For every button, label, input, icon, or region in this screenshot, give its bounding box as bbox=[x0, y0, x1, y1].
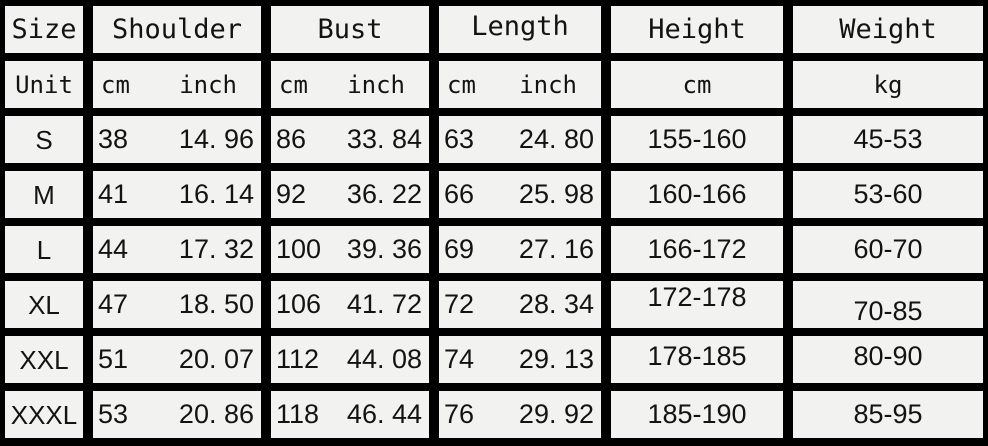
height-range: 178-185 bbox=[611, 336, 783, 383]
shoulder-values: 41 16. 14 bbox=[93, 171, 261, 218]
shoulder-cm-value: 44 bbox=[98, 234, 129, 264]
shoulder-inch-value: 17. 32 bbox=[178, 234, 254, 264]
bust-inch-value: 41. 72 bbox=[346, 289, 422, 319]
weight-range: 45-53 bbox=[793, 116, 983, 163]
size-label: M bbox=[5, 171, 83, 218]
shoulder-inch-value: 14. 96 bbox=[178, 124, 254, 154]
bust-values: 112 44. 08 bbox=[271, 336, 429, 383]
size-label: XL bbox=[5, 281, 83, 328]
shoulder-cm-value: 53 bbox=[98, 399, 129, 429]
shoulder-values: 38 14. 96 bbox=[93, 116, 261, 163]
table-row-xl: XL 47 18. 50 106 41. 72 72 28. 34 172-17… bbox=[5, 281, 983, 328]
bust-values: 92 36. 22 bbox=[271, 171, 429, 218]
bust-cm-value: 112 bbox=[276, 344, 320, 374]
header-size: Size bbox=[5, 6, 83, 53]
bust-cm-value: 100 bbox=[276, 234, 322, 264]
shoulder-inch-value: 20. 86 bbox=[178, 399, 254, 429]
height-range: 155-160 bbox=[611, 116, 783, 163]
shoulder-cm-value: 38 bbox=[98, 124, 129, 154]
length-values: 63 24. 80 bbox=[439, 116, 601, 163]
bust-inch-value: 33. 84 bbox=[346, 124, 422, 154]
table-row-l: L 44 17. 32 100 39. 36 69 27. 16 166-172… bbox=[5, 226, 983, 273]
bust-cm-value: 86 bbox=[276, 124, 307, 154]
height-range: 185-190 bbox=[611, 391, 783, 438]
shoulder-cm-value: 47 bbox=[98, 289, 129, 319]
length-cm-value: 69 bbox=[444, 234, 475, 264]
length-inch-value: 25. 98 bbox=[518, 179, 594, 209]
table-row-s: S 38 14. 96 86 33. 84 63 24. 80 155-160 … bbox=[5, 116, 983, 163]
unit-row: Unit cm inch cm inch cm inch cm kg bbox=[5, 61, 983, 108]
unit-bust-inch: inch bbox=[347, 70, 405, 99]
length-inch-value: 29. 13 bbox=[518, 344, 594, 374]
height-range: 172-178 bbox=[611, 281, 783, 328]
bust-values: 86 33. 84 bbox=[271, 116, 429, 163]
size-label: S bbox=[5, 116, 83, 163]
length-cm-value: 74 bbox=[444, 344, 475, 374]
bust-inch-value: 36. 22 bbox=[346, 179, 422, 209]
shoulder-values: 47 18. 50 bbox=[93, 281, 261, 328]
unit-height: cm bbox=[611, 61, 783, 108]
length-cm-value: 72 bbox=[444, 289, 475, 319]
length-cm-value: 63 bbox=[444, 124, 475, 154]
length-values: 74 29. 13 bbox=[439, 336, 601, 383]
bust-values: 100 39. 36 bbox=[271, 226, 429, 273]
unit-shoulder-cm: cm bbox=[101, 70, 130, 99]
length-values: 69 27. 16 bbox=[439, 226, 601, 273]
bust-values: 106 41. 72 bbox=[271, 281, 429, 328]
header-weight: Weight bbox=[793, 6, 983, 53]
table-row-xxxl: XXXL 53 20. 86 118 46. 44 76 29. 92 185-… bbox=[5, 391, 983, 438]
header-row: Size Shoulder Bust Length Height Weight bbox=[5, 6, 983, 53]
header-height: Height bbox=[611, 6, 783, 53]
shoulder-inch-value: 20. 07 bbox=[178, 344, 254, 374]
weight-range: 85-95 bbox=[793, 391, 983, 438]
shoulder-cm-value: 51 bbox=[98, 344, 129, 374]
unit-length-cm: cm bbox=[447, 70, 476, 99]
shoulder-values: 51 20. 07 bbox=[93, 336, 261, 383]
weight-range: 70-85 bbox=[793, 281, 983, 328]
shoulder-values: 44 17. 32 bbox=[93, 226, 261, 273]
unit-shoulder: cm inch bbox=[93, 61, 261, 108]
size-label: XXL bbox=[5, 336, 83, 383]
shoulder-inch-value: 16. 14 bbox=[178, 179, 254, 209]
shoulder-values: 53 20. 86 bbox=[93, 391, 261, 438]
shoulder-inch-value: 18. 50 bbox=[178, 289, 254, 319]
unit-length: cm inch bbox=[439, 61, 601, 108]
header-bust: Bust bbox=[271, 6, 429, 53]
height-range: 166-172 bbox=[611, 226, 783, 273]
unit-label: Unit bbox=[5, 61, 83, 108]
header-length: Length bbox=[439, 6, 601, 53]
shoulder-cm-value: 41 bbox=[98, 179, 129, 209]
bust-cm-value: 92 bbox=[276, 179, 307, 209]
unit-bust: cm inch bbox=[271, 61, 429, 108]
bust-inch-value: 44. 08 bbox=[346, 344, 422, 374]
header-shoulder: Shoulder bbox=[93, 6, 261, 53]
weight-range: 53-60 bbox=[793, 171, 983, 218]
length-inch-value: 27. 16 bbox=[518, 234, 594, 264]
height-range: 160-166 bbox=[611, 171, 783, 218]
length-values: 72 28. 34 bbox=[439, 281, 601, 328]
weight-range: 80-90 bbox=[793, 336, 983, 383]
unit-weight: kg bbox=[793, 61, 983, 108]
bust-inch-value: 46. 44 bbox=[346, 399, 422, 429]
size-label: XXXL bbox=[5, 391, 83, 438]
length-inch-value: 29. 92 bbox=[518, 399, 594, 429]
length-inch-value: 28. 34 bbox=[518, 289, 594, 319]
weight-range: 60-70 bbox=[793, 226, 983, 273]
bust-values: 118 46. 44 bbox=[271, 391, 429, 438]
length-cm-value: 66 bbox=[444, 179, 475, 209]
table-row-xxl: XXL 51 20. 07 112 44. 08 74 29. 13 178-1… bbox=[5, 336, 983, 383]
unit-bust-cm: cm bbox=[279, 70, 308, 99]
bust-inch-value: 39. 36 bbox=[346, 234, 422, 264]
length-inch-value: 24. 80 bbox=[518, 124, 594, 154]
unit-length-inch: inch bbox=[519, 70, 577, 99]
unit-shoulder-inch: inch bbox=[179, 70, 237, 99]
length-values: 66 25. 98 bbox=[439, 171, 601, 218]
size-label: L bbox=[5, 226, 83, 273]
table-row-m: M 41 16. 14 92 36. 22 66 25. 98 160-166 … bbox=[5, 171, 983, 218]
bust-cm-value: 106 bbox=[276, 289, 322, 319]
length-values: 76 29. 92 bbox=[439, 391, 601, 438]
length-cm-value: 76 bbox=[444, 399, 475, 429]
bust-cm-value: 118 bbox=[276, 399, 320, 429]
